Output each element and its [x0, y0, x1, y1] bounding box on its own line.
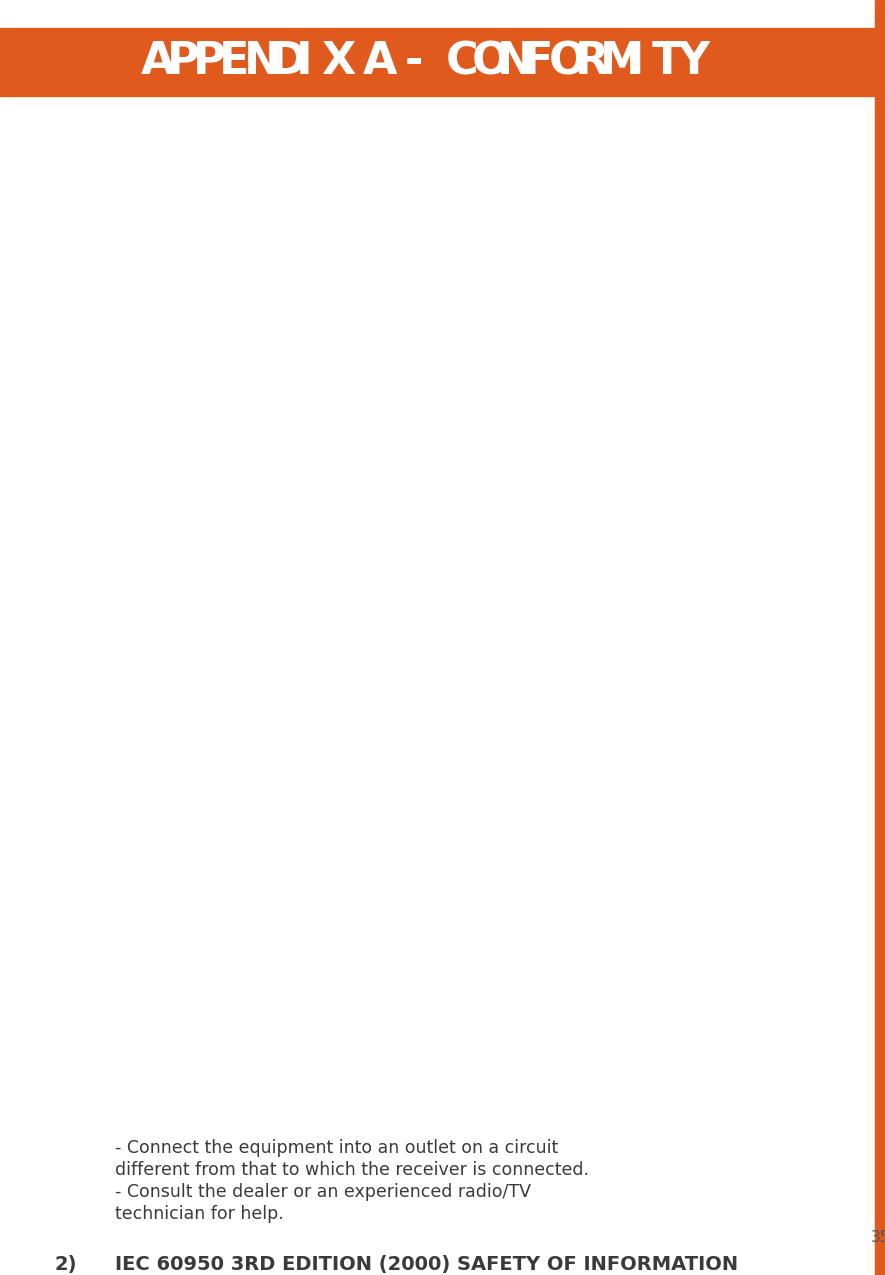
Text: P: P — [193, 41, 226, 83]
Bar — [875, 0, 885, 1275]
Bar — [0, 28, 875, 96]
Text: 2): 2) — [55, 1255, 78, 1274]
Text: T: T — [651, 41, 682, 83]
Text: E: E — [219, 41, 249, 83]
Text: P: P — [167, 41, 200, 83]
Text: I: I — [626, 41, 643, 83]
Text: I: I — [296, 41, 312, 83]
Text: O: O — [472, 41, 509, 83]
Text: M: M — [600, 41, 644, 83]
Text: A: A — [141, 41, 175, 83]
Text: D: D — [270, 41, 307, 83]
Text: - Connect the equipment into an outlet on a circuit: - Connect the equipment into an outlet o… — [115, 1139, 558, 1156]
Text: -: - — [404, 41, 422, 83]
Text: N: N — [497, 41, 535, 83]
Text: R: R — [574, 41, 609, 83]
Text: A: A — [363, 41, 397, 83]
Text: X: X — [321, 41, 356, 83]
Text: IEC 60950 3RD EDITION (2000) SAFETY OF INFORMATION: IEC 60950 3RD EDITION (2000) SAFETY OF I… — [115, 1255, 738, 1274]
Text: technician for help.: technician for help. — [115, 1205, 284, 1223]
Text: N: N — [244, 41, 281, 83]
Text: different from that to which the receiver is connected.: different from that to which the receive… — [115, 1162, 589, 1179]
Text: F: F — [523, 41, 553, 83]
Text: - Consult the dealer or an experienced radio/TV: - Consult the dealer or an experienced r… — [115, 1183, 531, 1201]
Text: Y: Y — [678, 41, 710, 83]
Text: C: C — [445, 41, 478, 83]
Text: 35: 35 — [870, 1229, 885, 1244]
Text: O: O — [549, 41, 587, 83]
